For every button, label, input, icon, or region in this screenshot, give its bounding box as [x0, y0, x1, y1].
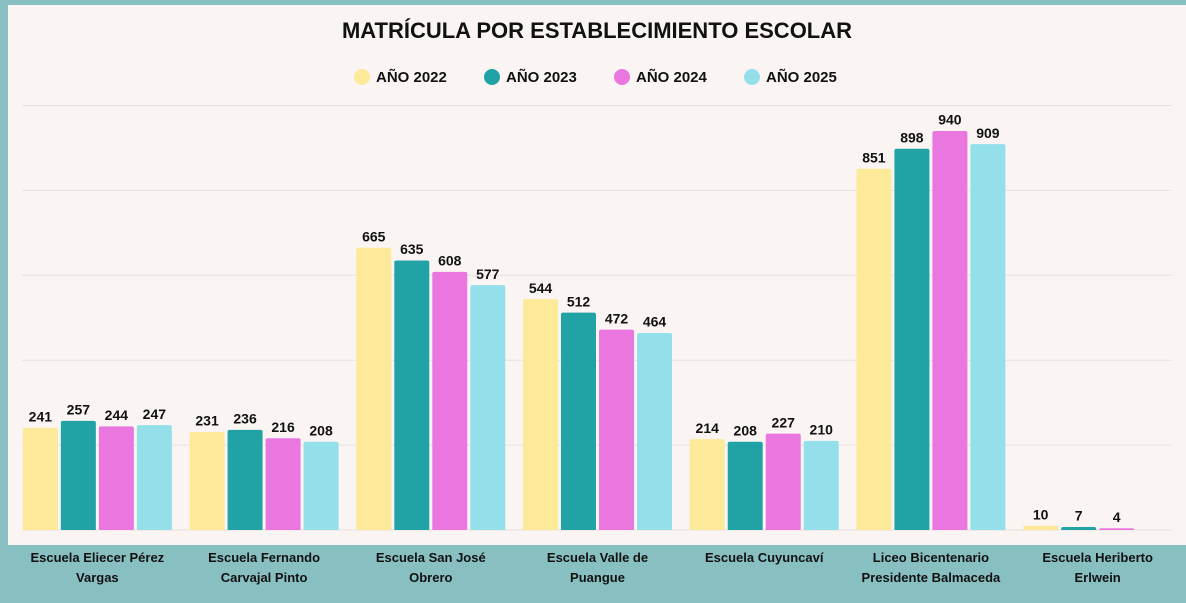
bar	[265, 438, 301, 530]
x-tick-label: Escuela Heriberto Erlwein	[1042, 550, 1153, 585]
value-label: 208	[734, 422, 758, 438]
bar	[189, 431, 225, 530]
legend-label: AÑO 2022	[376, 68, 447, 86]
value-label: 214	[696, 420, 720, 436]
x-tick-label: Escuela San José Obrero	[375, 550, 486, 585]
bar	[523, 299, 558, 530]
value-label: 464	[643, 314, 667, 330]
x-tick-label: Liceo Bicentenario Presidente Balmaceda	[861, 550, 1001, 585]
bar	[561, 312, 596, 530]
bar	[60, 420, 96, 530]
legend-swatch	[484, 69, 500, 85]
value-label: 851	[862, 149, 886, 165]
value-label: 909	[976, 125, 1000, 141]
legend-label: AÑO 2025	[766, 68, 837, 86]
x-tick-label: Escuela Eliecer Pérez Vargas	[30, 550, 165, 585]
value-label: 4	[1113, 509, 1121, 525]
bar	[22, 427, 58, 530]
bar	[765, 433, 801, 530]
x-tick-label: Escuela Cuyuncaví	[704, 550, 824, 565]
value-label: 608	[438, 253, 462, 269]
value-label: 577	[476, 266, 500, 282]
value-label: 635	[400, 241, 424, 257]
value-label: 227	[772, 414, 796, 430]
bar	[1061, 527, 1097, 530]
value-label: 7	[1075, 508, 1083, 524]
bar	[1023, 525, 1059, 530]
bar	[894, 148, 930, 530]
bar	[1099, 528, 1135, 530]
value-label: 244	[105, 407, 129, 423]
bar	[970, 144, 1006, 530]
legend-swatch	[614, 69, 630, 85]
value-label: 10	[1033, 506, 1049, 522]
value-label: 512	[567, 293, 591, 309]
value-label: 665	[362, 228, 386, 244]
value-label: 898	[900, 130, 924, 146]
value-label: 472	[605, 310, 629, 326]
x-tick-label: Escuela Fernando Carvajal Pinto	[208, 550, 321, 585]
bar	[356, 247, 392, 530]
legend-swatch	[744, 69, 760, 85]
bar	[136, 425, 172, 530]
bar	[689, 439, 725, 530]
value-label: 231	[195, 413, 219, 429]
bar	[637, 333, 672, 530]
bar	[599, 329, 634, 530]
legend-swatch	[354, 69, 370, 85]
chart-title: MATRÍCULA POR ESTABLECIMIENTO ESCOLAR	[342, 18, 852, 43]
value-label: 544	[529, 280, 553, 296]
bar	[932, 130, 968, 530]
bar	[727, 441, 763, 530]
bar	[803, 440, 839, 530]
x-tick-label: Escuela Valle de Puangue	[546, 550, 649, 585]
bar	[432, 271, 468, 530]
value-label: 241	[29, 408, 53, 424]
value-label: 208	[309, 422, 333, 438]
value-label: 216	[271, 419, 295, 435]
legend-label: AÑO 2024	[636, 68, 708, 86]
bar	[98, 426, 134, 530]
bar	[394, 260, 430, 530]
bar	[856, 168, 892, 531]
value-label: 257	[67, 402, 91, 418]
bar	[303, 441, 339, 530]
bar	[227, 429, 263, 530]
value-label: 236	[233, 411, 257, 427]
bar	[470, 285, 506, 530]
value-label: 247	[143, 406, 167, 422]
legend-label: AÑO 2023	[506, 68, 577, 86]
value-label: 210	[810, 422, 834, 438]
value-label: 940	[938, 112, 962, 128]
